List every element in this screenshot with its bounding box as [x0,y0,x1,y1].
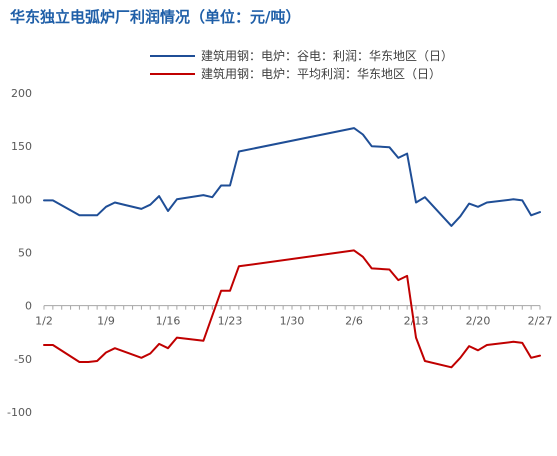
series-line-1 [43,127,541,227]
legend-label-1: 建筑用钢：电炉：谷电：利润：华东地区（日） [201,48,453,63]
y-tick-label: 0 [25,300,32,313]
y-tick-label: -50 [14,353,32,366]
x-tick-label: 2/27 [528,315,553,328]
y-tick-label: 100 [11,193,32,206]
legend-label-2: 建筑用钢：电炉：平均利润：华东地区（日） [201,66,441,81]
y-axis: -100 -50 0 50 100 150 200 [7,87,32,419]
series-layer [43,127,541,369]
x-tick-label: 2/13 [404,315,429,328]
x-tick-label: 1/2 [35,315,53,328]
x-tick-label: 1/16 [156,315,181,328]
y-tick-label: 150 [11,140,32,153]
chart-title: 华东独立电弧炉厂利润情况（单位：元/吨） [10,8,301,26]
x-axis: 1/2 1/9 1/16 1/23 1/30 2/6 2/13 2/20 2/27 [35,305,553,328]
series-line-2 [43,249,541,369]
x-tick-label: 1/9 [97,315,115,328]
y-tick-label: 200 [11,87,32,100]
y-tick-label: -100 [7,406,32,419]
x-tick-label: 1/30 [280,315,305,328]
x-tick-label: 2/20 [466,315,491,328]
x-tick-label: 1/23 [218,315,243,328]
y-tick-label: 50 [18,247,32,260]
x-tick-label: 2/6 [345,315,363,328]
legend: 建筑用钢：电炉：谷电：利润：华东地区（日） 建筑用钢：电炉：平均利润：华东地区（日… [150,48,453,81]
